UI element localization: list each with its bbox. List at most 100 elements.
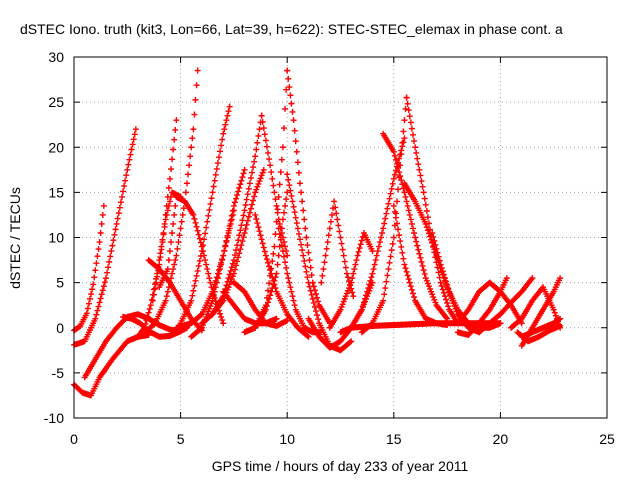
data-point bbox=[217, 310, 224, 317]
data-point bbox=[146, 305, 153, 312]
data-point bbox=[210, 183, 217, 190]
data-point bbox=[437, 279, 444, 286]
data-point bbox=[326, 225, 333, 232]
data-point bbox=[284, 317, 291, 324]
data-point bbox=[203, 224, 210, 231]
data-point bbox=[382, 285, 389, 292]
data-point bbox=[218, 261, 225, 268]
data-point bbox=[407, 119, 414, 126]
data-point bbox=[423, 207, 430, 214]
data-point bbox=[341, 258, 348, 265]
data-point bbox=[401, 189, 408, 196]
data-point bbox=[179, 211, 186, 218]
data-point bbox=[287, 92, 294, 99]
data-point bbox=[159, 239, 166, 246]
data-point bbox=[94, 253, 101, 260]
data-point bbox=[228, 212, 235, 219]
data-point bbox=[163, 293, 170, 300]
data-point bbox=[403, 268, 410, 275]
data-point bbox=[111, 231, 118, 238]
data-point bbox=[315, 298, 322, 305]
data-point bbox=[227, 278, 234, 285]
data-point bbox=[147, 302, 154, 309]
data-point bbox=[289, 108, 296, 115]
data-point bbox=[290, 117, 297, 124]
data-point bbox=[310, 299, 317, 306]
data-point bbox=[552, 312, 559, 319]
y-tick-label: 0 bbox=[56, 320, 64, 336]
data-point bbox=[400, 255, 407, 262]
data-series bbox=[252, 211, 312, 340]
data-point bbox=[188, 297, 195, 304]
data-point bbox=[174, 245, 181, 252]
data-point bbox=[163, 211, 170, 218]
data-point bbox=[259, 118, 266, 125]
data-point bbox=[172, 126, 179, 133]
data-point bbox=[226, 222, 233, 229]
data-point bbox=[293, 220, 300, 227]
data-point bbox=[265, 287, 272, 294]
data-point bbox=[322, 252, 329, 259]
data-point bbox=[213, 274, 220, 281]
data-marks bbox=[71, 67, 564, 399]
data-point bbox=[269, 258, 276, 265]
data-point bbox=[405, 276, 412, 283]
data-point bbox=[203, 261, 210, 268]
data-point bbox=[311, 303, 318, 310]
data-point bbox=[334, 216, 341, 223]
data-point bbox=[323, 245, 330, 252]
data-point bbox=[557, 275, 564, 282]
data-point bbox=[384, 272, 391, 279]
data-point bbox=[233, 262, 240, 269]
data-point bbox=[402, 265, 409, 272]
data-point bbox=[193, 82, 200, 89]
data-point bbox=[227, 217, 234, 224]
data-point bbox=[291, 209, 298, 216]
data-point bbox=[209, 297, 216, 304]
data-point bbox=[273, 270, 280, 277]
data-series bbox=[380, 130, 451, 322]
data-point bbox=[190, 287, 197, 294]
plot-frame bbox=[73, 56, 608, 419]
y-tick-label: -10 bbox=[44, 410, 64, 426]
data-point bbox=[197, 325, 204, 332]
data-point bbox=[196, 257, 203, 264]
data-series bbox=[71, 331, 152, 399]
data-point bbox=[354, 252, 361, 259]
data-point bbox=[324, 239, 331, 246]
data-point bbox=[124, 166, 131, 173]
data-point bbox=[213, 279, 220, 286]
data-point bbox=[407, 216, 414, 223]
data-point bbox=[340, 252, 347, 259]
data-point bbox=[270, 182, 277, 189]
data-point bbox=[202, 230, 209, 237]
data-point bbox=[398, 151, 405, 158]
data-point bbox=[250, 164, 257, 171]
data-point bbox=[288, 288, 295, 295]
data-point bbox=[284, 252, 291, 259]
data-point bbox=[417, 254, 424, 261]
data-point bbox=[165, 202, 172, 209]
data-point bbox=[230, 202, 237, 209]
data-point bbox=[171, 136, 178, 143]
data-point bbox=[239, 238, 246, 245]
data-point bbox=[249, 169, 256, 176]
y-tick-label: 10 bbox=[48, 230, 64, 246]
data-point bbox=[202, 257, 209, 264]
data-point bbox=[169, 229, 176, 236]
data-point bbox=[162, 297, 169, 304]
data-point bbox=[407, 283, 414, 290]
data-point bbox=[107, 253, 114, 260]
data-point bbox=[170, 220, 177, 227]
data-point bbox=[197, 312, 204, 319]
data-point bbox=[237, 181, 244, 188]
data-point bbox=[366, 281, 373, 288]
data-point bbox=[343, 270, 350, 277]
data-point bbox=[225, 227, 232, 234]
data-point bbox=[278, 242, 285, 249]
data-point bbox=[88, 291, 95, 298]
data-point bbox=[393, 160, 400, 167]
data-point bbox=[205, 270, 212, 277]
data-point bbox=[188, 144, 195, 151]
data-point bbox=[348, 279, 355, 286]
